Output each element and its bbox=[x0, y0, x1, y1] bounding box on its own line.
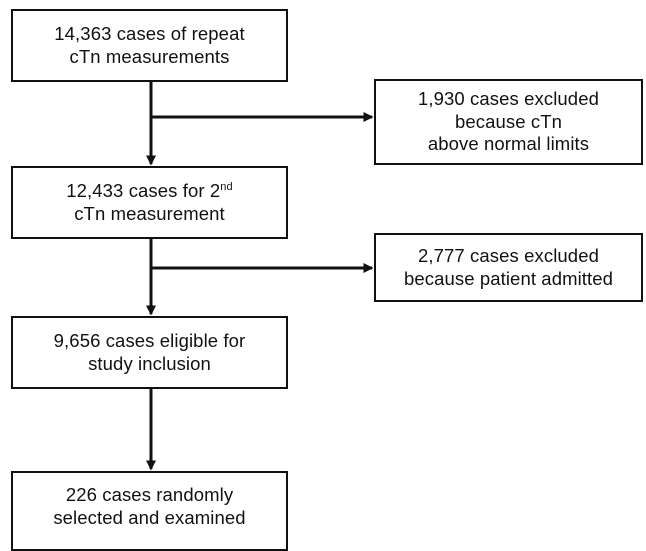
box-second-measurement-line2: cTn measurement bbox=[74, 202, 225, 224]
ordinal-suffix: nd bbox=[220, 180, 233, 193]
box-repeat-measurements-line1: 14,363 cases of repeat bbox=[54, 22, 245, 44]
box-excluded-above-normal-line2: because cTn bbox=[454, 110, 563, 132]
box-excluded-admitted-line1: 2,777 cases excluded bbox=[418, 244, 599, 266]
box-excluded-above-normal: 1,930 cases excluded because cTn above n… bbox=[374, 79, 643, 165]
box-second-measurement-line1: 12,433 cases for 2nd bbox=[66, 180, 232, 203]
box-repeat-measurements-line2: cTn measurements bbox=[69, 45, 230, 67]
box-excluded-above-normal-line3: above normal limits bbox=[427, 133, 590, 155]
box-eligible-cases-line1: 9,656 cases eligible for bbox=[53, 329, 246, 351]
box-excluded-admitted-line2: because patient admitted bbox=[403, 267, 614, 289]
box-excluded-admitted: 2,777 cases excluded because patient adm… bbox=[374, 233, 643, 302]
box-excluded-above-normal-line1: 1,930 cases excluded bbox=[418, 88, 599, 110]
flow-connectors bbox=[146, 82, 374, 471]
flowchart: 14,363 cases of repeat cTn measurements … bbox=[11, 9, 643, 551]
box-repeat-measurements: 14,363 cases of repeat cTn measurements bbox=[11, 9, 288, 82]
box-selected-cases-line1: 226 cases randomly bbox=[65, 484, 234, 505]
box-selected-cases: 226 cases randomly selected and examined bbox=[11, 471, 288, 551]
box-second-measurement-line1-text: 12,433 cases for 2 bbox=[66, 179, 221, 201]
box-selected-cases-line2: selected and examined bbox=[53, 506, 246, 528]
box-eligible-cases: 9,656 cases eligible for study inclusion bbox=[11, 316, 288, 389]
box-second-measurement: 12,433 cases for 2nd cTn measurement bbox=[11, 166, 288, 239]
box-eligible-cases-line2: study inclusion bbox=[88, 352, 211, 374]
